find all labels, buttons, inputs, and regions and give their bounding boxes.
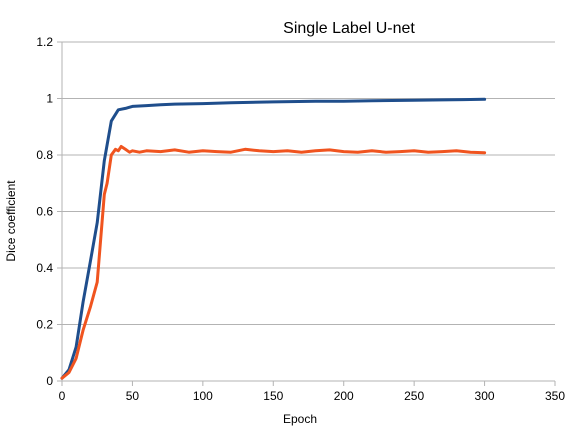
x-axis-label: Epoch (283, 412, 317, 426)
y-axis-label: Dice coefficient (4, 180, 18, 262)
y-tick-label-0: 0 (46, 374, 53, 388)
y-tick-label-6: 1.2 (36, 35, 53, 49)
series-lines (60, 97, 487, 380)
x-tick-label-6: 300 (475, 389, 495, 403)
x-tick-labels: 0 50 100 150 200 250 300 350 (59, 389, 566, 403)
chart-title: Single Label U-net (283, 20, 415, 37)
x-tick-label-0: 0 (59, 389, 66, 403)
series-line-1 (60, 145, 487, 380)
y-tick-labels: 0 0.2 0.4 0.6 0.8 1 1.2 (36, 35, 53, 388)
x-tick-label-5: 250 (404, 389, 424, 403)
gridlines (62, 41, 555, 325)
y-tick-label-3: 0.6 (36, 205, 53, 219)
y-tick-label-5: 1 (46, 92, 53, 106)
x-tick-label-2: 100 (193, 389, 213, 403)
axes (57, 41, 556, 386)
y-tick-label-2: 0.4 (36, 261, 53, 275)
y-tick-label-4: 0.8 (36, 148, 53, 162)
y-tick-label-1: 0.2 (36, 318, 53, 332)
x-tick-label-3: 150 (263, 389, 283, 403)
series-line-0 (60, 97, 487, 380)
x-tick-label-1: 50 (126, 389, 140, 403)
x-tick-label-7: 350 (545, 389, 565, 403)
x-tick-label-4: 200 (334, 389, 354, 403)
